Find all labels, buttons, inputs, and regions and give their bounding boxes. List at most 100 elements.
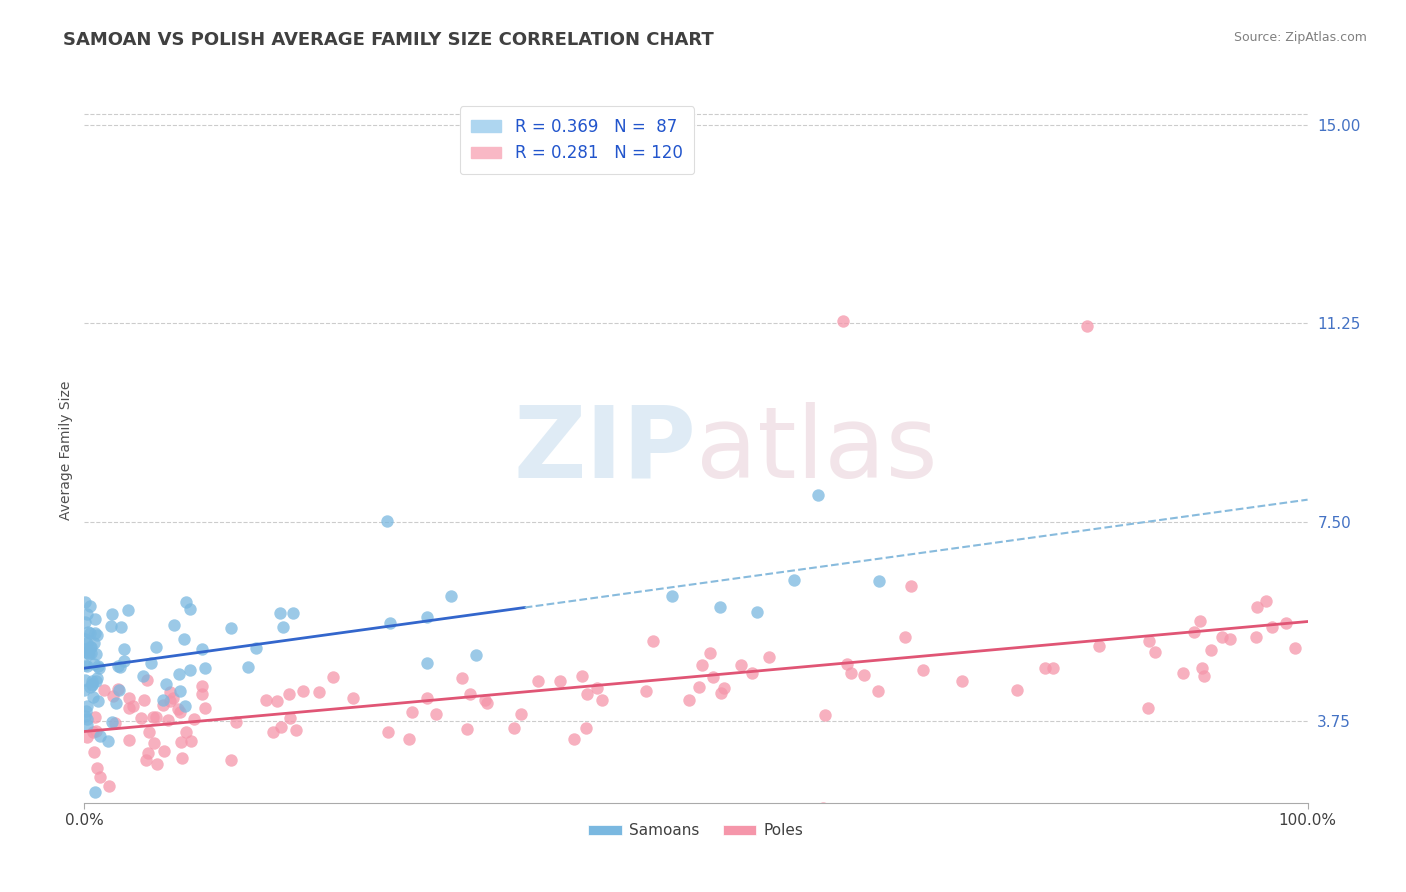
Point	[270, 720, 292, 734]
Point	[869, 574, 891, 589]
Point	[82, 690, 104, 704]
Point	[159, 685, 181, 699]
Point	[548, 673, 571, 688]
Point	[475, 696, 498, 710]
Point	[458, 687, 481, 701]
Point	[89, 770, 111, 784]
Point	[76, 658, 98, 673]
Point	[194, 661, 217, 675]
Point	[155, 677, 177, 691]
Point	[108, 682, 131, 697]
Point	[76, 607, 98, 622]
Point	[813, 708, 835, 723]
Point	[661, 590, 683, 604]
Point	[87, 694, 110, 708]
Point	[169, 705, 191, 719]
Point	[911, 663, 934, 677]
Point	[1246, 600, 1268, 615]
Point	[146, 756, 169, 771]
Point	[76, 698, 98, 713]
Point	[93, 683, 115, 698]
Point	[1244, 630, 1267, 644]
Point	[191, 642, 214, 657]
Point	[503, 721, 526, 735]
Point	[440, 589, 463, 603]
Point	[157, 713, 180, 727]
Point	[1219, 632, 1241, 646]
Point	[380, 616, 402, 631]
Point	[1256, 593, 1278, 607]
Point	[291, 684, 314, 698]
Point	[169, 667, 191, 681]
Point	[526, 673, 548, 688]
Point	[170, 734, 193, 748]
Point	[1284, 640, 1306, 655]
Point	[709, 600, 731, 615]
Point	[75, 709, 97, 723]
Point	[100, 618, 122, 632]
Point	[132, 693, 155, 707]
Point	[80, 674, 103, 689]
Point	[839, 665, 862, 680]
Point	[401, 705, 423, 719]
Point	[950, 674, 973, 689]
Point	[1033, 661, 1056, 675]
Point	[575, 721, 598, 735]
Point	[76, 712, 98, 726]
Point	[167, 702, 190, 716]
Point	[79, 640, 101, 654]
Point	[194, 700, 217, 714]
Point	[702, 670, 724, 684]
Point	[98, 779, 121, 793]
Point	[416, 609, 439, 624]
Point	[464, 648, 486, 663]
Point	[73, 657, 96, 672]
Point	[342, 690, 364, 705]
Point	[699, 646, 721, 660]
Point	[89, 729, 111, 743]
Point	[163, 617, 186, 632]
Point	[641, 634, 664, 648]
Point	[191, 679, 214, 693]
Point	[145, 640, 167, 654]
Point	[83, 745, 105, 759]
Point	[688, 680, 710, 694]
Point	[153, 744, 176, 758]
Point	[425, 706, 447, 721]
Point	[121, 698, 143, 713]
Point	[131, 710, 153, 724]
Point	[174, 595, 197, 609]
Point	[101, 607, 124, 622]
Point	[811, 801, 834, 815]
Point	[138, 724, 160, 739]
Point	[104, 716, 127, 731]
Point	[835, 657, 858, 671]
Point	[76, 635, 98, 649]
Point	[591, 692, 613, 706]
Text: SAMOAN VS POLISH AVERAGE FAMILY SIZE CORRELATION CHART: SAMOAN VS POLISH AVERAGE FAMILY SIZE COR…	[63, 31, 714, 49]
Point	[1261, 620, 1284, 634]
Point	[79, 599, 101, 614]
Point	[143, 736, 166, 750]
Point	[110, 660, 132, 674]
Point	[179, 663, 201, 677]
Point	[79, 626, 101, 640]
Point	[219, 621, 242, 635]
Point	[377, 724, 399, 739]
Point	[82, 725, 104, 739]
Point	[1137, 634, 1160, 648]
Point	[107, 681, 129, 696]
Point	[183, 712, 205, 726]
Point	[807, 488, 830, 502]
Point	[83, 657, 105, 671]
Point	[236, 659, 259, 673]
Point	[900, 579, 922, 593]
Point	[105, 696, 128, 710]
Point	[191, 687, 214, 701]
Point	[179, 601, 201, 615]
Point	[101, 690, 124, 704]
Point	[281, 606, 304, 620]
Point	[84, 785, 107, 799]
Point	[1192, 669, 1215, 683]
Point	[73, 641, 96, 656]
